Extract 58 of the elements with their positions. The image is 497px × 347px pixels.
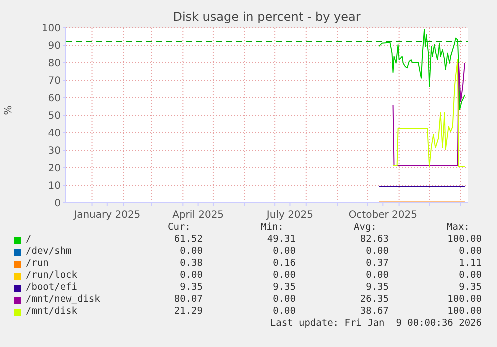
y-tick-label: 30 <box>48 146 61 158</box>
text: Last update: Fri Jan 9 00:00:36 2026 <box>270 318 482 329</box>
y-axis-title: % <box>3 106 14 116</box>
text: 0.00 <box>459 270 482 281</box>
legend-label: / <box>26 234 32 245</box>
x-tick-label: April 2025 <box>172 210 224 221</box>
text: 0.00 <box>273 270 296 281</box>
y-tick-label: 20 <box>48 164 61 175</box>
text: 0.38 <box>180 258 203 269</box>
text: 61.52 <box>174 234 203 245</box>
text: 0.00 <box>459 246 482 257</box>
y-tick-label: 90 <box>48 41 61 52</box>
text: 9.35 <box>273 282 296 293</box>
text: 100.00 <box>448 306 482 317</box>
text: Cur: <box>168 222 192 233</box>
text: 1.11 <box>459 258 482 269</box>
text: 21.29 <box>174 306 203 317</box>
legend-label: /run <box>26 258 49 269</box>
text: 38.67 <box>360 306 389 317</box>
text: 0.00 <box>366 246 389 257</box>
y-tick-label: 10 <box>48 181 61 192</box>
text: 100.00 <box>448 294 482 305</box>
text: Avg: <box>354 222 378 233</box>
legend-label: /mnt/disk <box>26 306 78 317</box>
text: Min: <box>261 222 285 233</box>
y-tick-label: 40 <box>48 128 61 140</box>
text: Max: <box>447 222 471 233</box>
text: 9.35 <box>366 282 389 293</box>
legend-label: /dev/shm <box>26 246 72 257</box>
legend-label: /boot/efi <box>26 282 78 293</box>
y-tick-label: 80 <box>48 58 61 70</box>
line-series <box>378 29 466 110</box>
x-tick-label: July 2025 <box>266 210 314 221</box>
legend-label: /run/lock <box>26 270 78 281</box>
text: 26.35 <box>360 294 389 305</box>
y-tick-label: 0 <box>54 198 61 210</box>
chart-title: Disk usage in percent - by year <box>172 10 362 24</box>
text: 0.16 <box>273 258 296 269</box>
text: 0.00 <box>366 270 389 281</box>
y-tick-label: 50 <box>48 111 61 122</box>
text: 0.00 <box>180 246 203 257</box>
text: 9.35 <box>180 282 203 293</box>
text: 80.07 <box>174 294 203 305</box>
legend-label: /mnt/new_disk <box>26 294 100 305</box>
text: 0.00 <box>273 246 296 257</box>
text: 49.31 <box>267 234 296 245</box>
text: 100.00 <box>448 234 482 245</box>
x-tick-label: January 2025 <box>73 210 141 221</box>
text: 9.35 <box>459 282 482 293</box>
x-tick-label: October 2025 <box>348 210 418 221</box>
y-tick-label: 100 <box>42 24 61 35</box>
text: 0.00 <box>273 294 296 305</box>
y-tick-label: 70 <box>48 76 61 88</box>
text: 82.63 <box>360 234 389 245</box>
y-tick-label: 60 <box>48 94 61 105</box>
text: 0.37 <box>366 258 389 269</box>
text: 0.00 <box>180 270 203 281</box>
text: 0.00 <box>273 306 296 317</box>
